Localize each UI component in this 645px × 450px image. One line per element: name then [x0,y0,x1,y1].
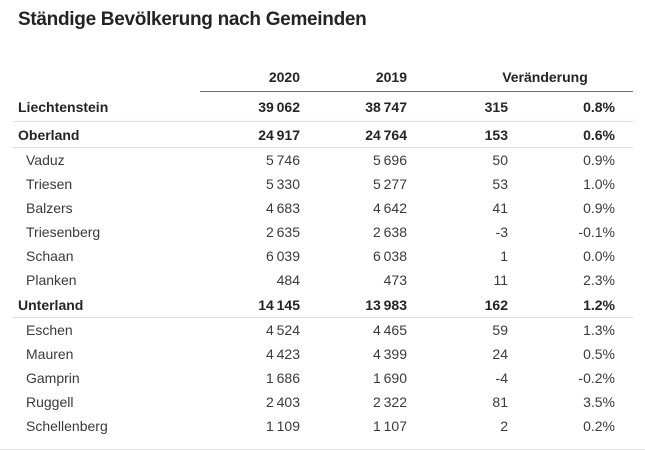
cell-change-abs: 2 [500,418,508,434]
cell-change-abs: -4 [495,370,508,386]
table-row: Schaan 6 039 6 038 1 0.0% [18,244,633,268]
table-row: Mauren 4 423 4 399 24 0.5% [18,342,633,366]
cell-change-pct: 0.8% [583,99,615,115]
header-divider [200,91,633,92]
cell-2020: 4 683 [266,200,300,216]
cell-2019: 5 277 [373,176,407,192]
cell-municipality: Unterland [18,297,84,313]
cell-2020: 6 039 [266,248,300,264]
cell-change-abs: 1 [500,248,508,264]
cell-municipality: Triesenberg [26,224,101,240]
cell-2020: 4 524 [266,322,300,338]
section-divider [13,317,633,318]
column-header-veraenderung: Veränderung [502,69,588,85]
table-row: Eschen 4 524 4 465 59 1.3% [18,318,633,342]
cell-change-pct: 0.2% [583,418,615,434]
table-header-row: 2020 2019 Veränderung [18,60,633,92]
cell-change-abs: 315 [484,99,508,115]
cell-2019: 4 465 [373,322,407,338]
cell-change-abs: 41 [492,200,508,216]
page-title: Ständige Bevölkerung nach Gemeinden [18,9,367,30]
cell-2019: 13 983 [365,297,407,313]
cell-2019: 4 399 [373,346,407,362]
cell-change-pct: 2.3% [583,272,615,288]
table-row: Liechtenstein 39 062 38 747 315 0.8% [13,92,633,122]
table-row: Unterland 14 145 13 983 162 1.2% [13,292,633,318]
cell-2020: 4 423 [266,346,300,362]
cell-municipality: Triesen [26,176,73,192]
cell-2019: 38 747 [365,99,407,115]
cell-municipality: Eschen [26,322,73,338]
cell-municipality: Gamprin [26,370,80,386]
table-row: Schellenberg 1 109 1 107 2 0.2% [18,414,633,438]
cell-change-pct: -0.2% [578,370,615,386]
cell-2019: 2 322 [373,394,407,410]
cell-change-abs: 11 [493,272,508,288]
cell-change-pct: -0.1% [578,224,615,240]
table-row: Ruggell 2 403 2 322 81 3.5% [18,390,633,414]
cell-change-pct: 0.6% [583,127,615,143]
cell-municipality: Balzers [26,200,73,216]
cell-2020: 1 109 [266,418,300,434]
cell-2020: 24 917 [258,127,300,143]
cell-municipality: Schaan [26,248,74,264]
cell-2020: 1 686 [266,370,300,386]
cell-change-abs: 81 [492,394,508,410]
cell-2020: 2 635 [266,224,300,240]
cell-municipality: Ruggell [26,394,74,410]
cell-change-pct: 0.9% [583,152,615,168]
cell-change-pct: 1.2% [583,297,615,313]
cell-municipality: Schellenberg [26,418,108,434]
cell-change-pct: 0.5% [583,346,615,362]
cell-change-pct: 1.0% [583,176,615,192]
table-row: Triesen 5 330 5 277 53 1.0% [18,172,633,196]
cell-municipality: Mauren [26,346,74,362]
section-divider [13,147,633,148]
table-body: Liechtenstein 39 062 38 747 315 0.8% Obe… [13,92,633,438]
cell-2020: 2 403 [266,394,300,410]
cell-2019: 5 696 [373,152,407,168]
population-table: 2020 2019 Veränderung Liechtenstein 39 0… [13,60,633,438]
cell-2019: 473 [383,272,407,288]
cell-municipality: Oberland [18,127,80,143]
cell-change-abs: 162 [484,297,508,313]
column-header-2020: 2020 [268,69,300,85]
cell-change-abs: 50 [492,152,508,168]
cell-2019: 4 642 [373,200,407,216]
cell-2019: 24 764 [365,127,407,143]
cell-change-pct: 0.0% [583,248,615,264]
cell-2019: 1 107 [373,418,407,434]
cell-2020: 39 062 [258,99,300,115]
cell-change-pct: 3.5% [583,394,615,410]
cell-municipality: Liechtenstein [18,99,109,115]
table-row: Planken 484 473 11 2.3% [18,268,633,292]
cell-change-abs: 59 [492,322,508,338]
section-divider [13,121,633,122]
table-row: Gamprin 1 686 1 690 -4 -0.2% [18,366,633,390]
table-row: Triesenberg 2 635 2 638 -3 -0.1% [18,220,633,244]
table-row: Balzers 4 683 4 642 41 0.9% [18,196,633,220]
cell-change-pct: 1.3% [583,322,615,338]
cell-municipality: Vaduz [26,152,65,168]
column-header-2019: 2019 [375,69,407,85]
cell-change-abs: 24 [492,346,508,362]
cell-change-abs: -3 [495,224,508,240]
cell-2019: 1 690 [373,370,407,386]
cell-2019: 6 038 [373,248,407,264]
table-row: Vaduz 5 746 5 696 50 0.9% [18,148,633,172]
cell-change-pct: 0.9% [583,200,615,216]
cell-municipality: Planken [26,272,77,288]
cell-2019: 2 638 [373,224,407,240]
cell-change-abs: 53 [492,176,508,192]
cell-2020: 14 145 [258,297,300,313]
cell-2020: 5 746 [266,152,300,168]
cell-2020: 5 330 [266,176,300,192]
table-row: Oberland 24 917 24 764 153 0.6% [13,122,633,148]
cell-2020: 484 [276,272,300,288]
cell-change-abs: 153 [484,127,508,143]
